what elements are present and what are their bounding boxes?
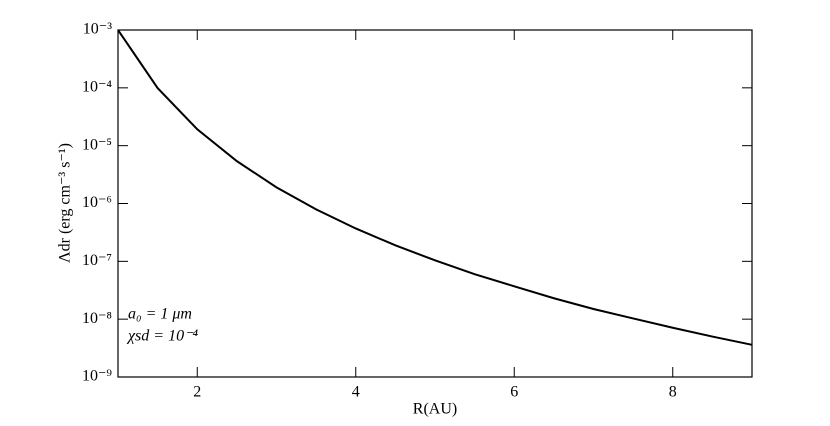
y-tick-label: 10⁻⁴: [82, 79, 112, 96]
y-tick-label: 10⁻⁹: [82, 368, 112, 385]
line-series: [117, 29, 753, 346]
y-tick-label: 10⁻³: [83, 21, 112, 38]
x-axis-label: R(AU): [413, 401, 457, 418]
y-tick-label: 10⁻⁶: [82, 194, 112, 211]
x-tick-label: 4: [352, 384, 360, 401]
annotation: χsd = 10⁻⁴: [126, 328, 199, 345]
y-tick-label: 10⁻⁸: [82, 310, 112, 327]
x-tick-label: 2: [193, 384, 201, 401]
y-tick-label: 10⁻⁷: [82, 252, 112, 269]
annotation: a₀ = 1 μm: [128, 306, 192, 323]
y-tick-label: 10⁻⁵: [82, 136, 112, 153]
x-tick-label: 8: [669, 384, 677, 401]
y-axis-label: Λdr (erg cm⁻³ s⁻¹): [57, 143, 74, 263]
x-tick-label: 6: [510, 384, 518, 401]
